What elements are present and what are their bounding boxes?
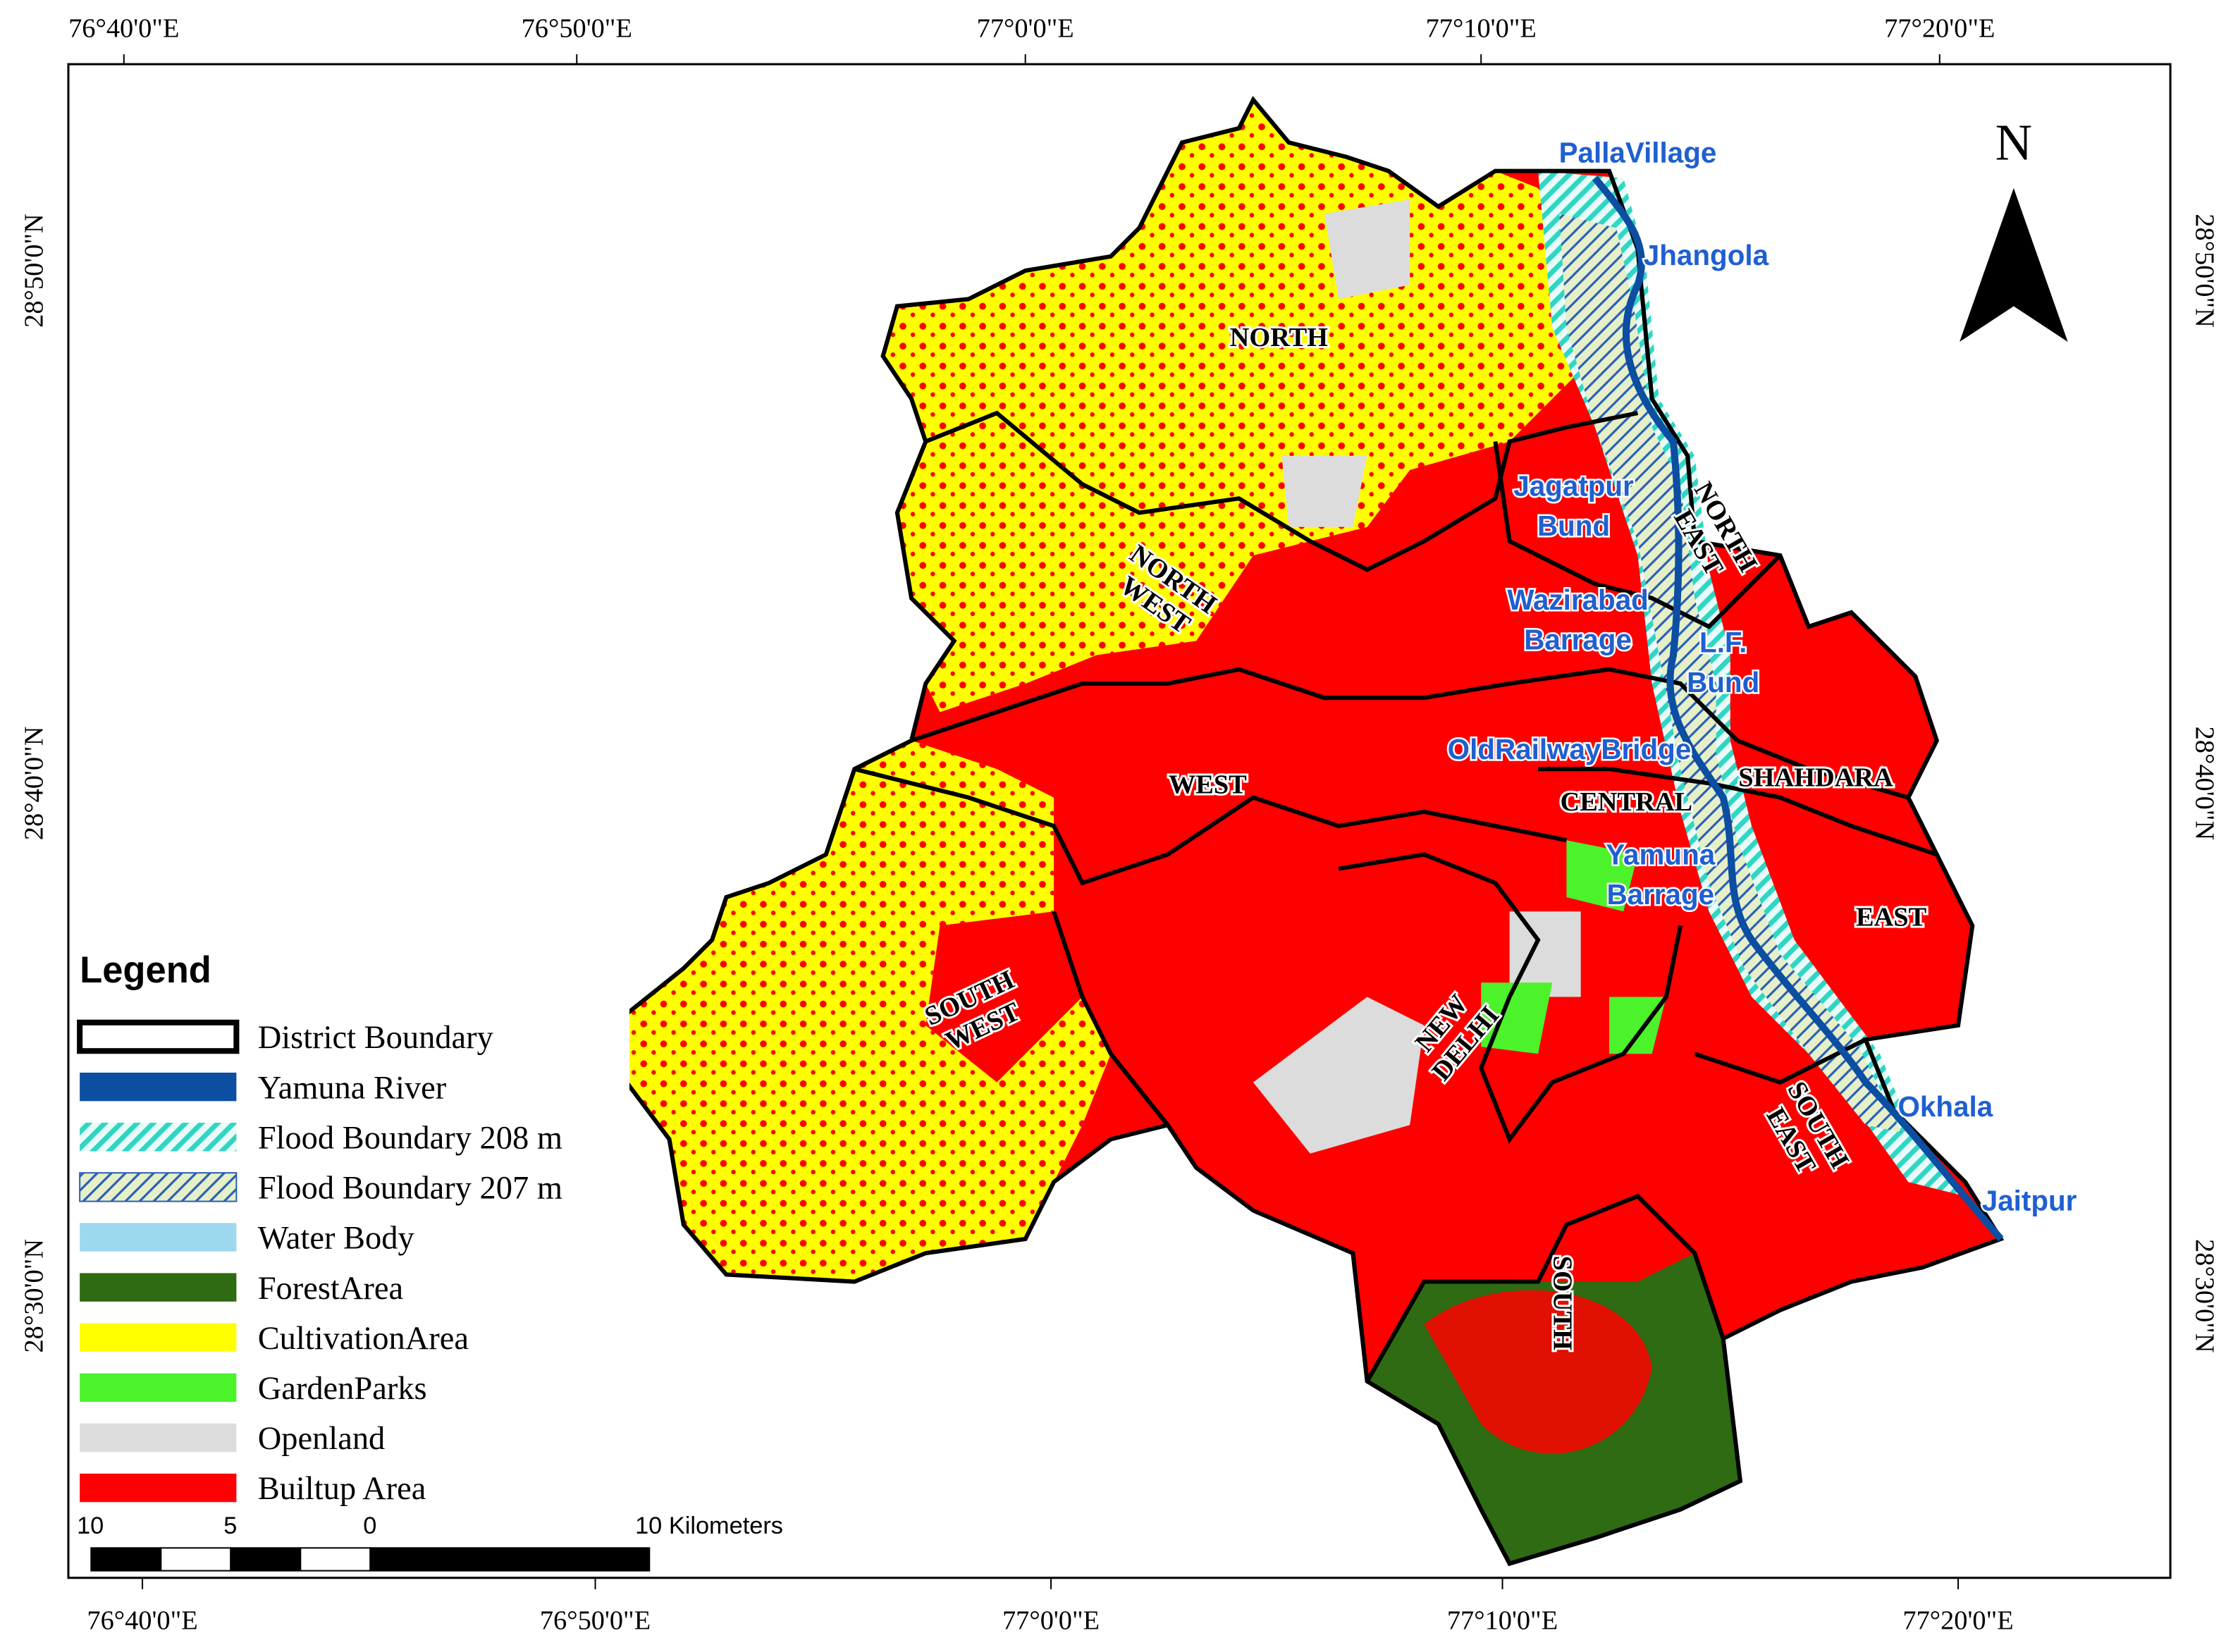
legend-label: Openland: [258, 1421, 386, 1457]
place-label: PallaVillage: [1559, 136, 1717, 168]
district-boundary: [1694, 1037, 1867, 1085]
legend-label: Flood Boundary 207 m: [258, 1171, 562, 1207]
axis-label: 28°50'0"N: [2189, 214, 2219, 328]
place-label: OldRailwayBridge: [1448, 733, 1692, 765]
district-label-text: WEST: [1169, 770, 1247, 800]
legend-label: Builtup Area: [258, 1471, 426, 1507]
legend-swatch: [80, 1223, 237, 1252]
garden-parks: [1609, 997, 1666, 1054]
legend-label: GardenParks: [258, 1371, 427, 1407]
axis-label: 77°10'0"E: [1447, 1606, 1558, 1636]
place-label: Wazirabad: [1507, 584, 1649, 616]
legend-swatch: [80, 1323, 237, 1352]
scale-label: 10 Kilometers: [635, 1512, 783, 1539]
axis-label: 28°40'0"N: [20, 727, 49, 841]
scale-segment: [300, 1547, 371, 1572]
legend-swatch: [80, 1373, 237, 1403]
place-label: Jhangola: [1644, 239, 1769, 271]
place-label: Yamuna: [1606, 839, 1715, 871]
district-label-text: EAST: [1856, 902, 1927, 932]
legend-swatch: [80, 1072, 237, 1102]
axis-label: 77°0'0"E: [977, 14, 1074, 44]
place-label: Barrage: [1524, 623, 1632, 655]
forest-builtup: [1424, 1290, 1652, 1454]
legend-title: Legend: [80, 949, 211, 991]
place-label: Bund: [1537, 510, 1610, 542]
axis-label: 77°20'0"E: [1902, 1606, 2013, 1636]
openland: [1324, 199, 1410, 300]
north-label: N: [1995, 113, 2033, 171]
district-boundary: [854, 767, 1568, 886]
place-label: Barrage: [1606, 878, 1714, 911]
scale-segment: [230, 1547, 302, 1572]
district-label-text: NORTH: [1230, 323, 1329, 352]
place-label: Okhala: [1898, 1090, 1993, 1123]
district-label: NORTH: [1228, 321, 1331, 355]
district-label-text: SHAHDARA: [1738, 763, 1893, 792]
garden-parks: [1566, 840, 1638, 912]
cultivation-dots: [612, 740, 1111, 1282]
axis-label: 76°40'0"E: [68, 14, 179, 44]
scale-segment: [369, 1547, 651, 1572]
district-label: SHAHDARA: [1736, 760, 1895, 794]
legend-label: Water Body: [258, 1221, 415, 1257]
district-label-text: CENTRAL: [1560, 787, 1692, 817]
district-boundary: [1736, 738, 1909, 800]
legend-swatch: [77, 1019, 240, 1054]
axis-label: 76°50'0"E: [522, 14, 632, 44]
legend-label: Flood Boundary 208 m: [258, 1120, 562, 1156]
garden-parks: [1481, 982, 1553, 1054]
axis-label: 77°20'0"E: [1884, 14, 1995, 44]
flood-boundary-207: [1559, 214, 1902, 1133]
yamuna-river: [1592, 175, 2004, 1242]
place-label: Jagatpur: [1513, 469, 1634, 502]
legend-swatch: [79, 1172, 238, 1202]
district-boundary: [911, 667, 1740, 743]
scale-segment: [160, 1547, 232, 1572]
legend-swatch: [80, 1273, 237, 1302]
openland: [1253, 997, 1425, 1154]
district-label: CENTRAL: [1558, 785, 1694, 819]
legend-label: CultivationArea: [258, 1321, 469, 1357]
north-arrow: [1960, 187, 2068, 343]
openland: [1509, 911, 1581, 997]
legend-label: Yamuna River: [258, 1070, 447, 1106]
scale-segment: [90, 1547, 162, 1572]
axis-label: 76°50'0"E: [540, 1606, 651, 1636]
legend-swatch: [80, 1423, 237, 1453]
district-boundary: [925, 410, 1639, 572]
district-boundary: [1338, 852, 1683, 1144]
legend-label: ForestArea: [258, 1271, 403, 1307]
district-label-text: SOUTH: [1547, 1256, 1577, 1351]
place-label: Jaitpur: [1982, 1185, 2077, 1217]
district-boundary: [1052, 911, 1170, 1127]
district-boundary: [1538, 767, 1938, 857]
axis-label: 28°30'0"N: [20, 1239, 49, 1353]
scale-label: 10: [77, 1512, 104, 1539]
district-label: SOUTH: [1545, 1254, 1579, 1353]
place-label: L.F.: [1699, 627, 1747, 659]
district-boundary: [610, 96, 2005, 1567]
axis-label: 28°40'0"N: [2189, 727, 2219, 841]
district-label: EAST: [1854, 900, 1929, 934]
axis-label: 28°30'0"N: [2189, 1239, 2219, 1353]
legend-label: District Boundary: [258, 1020, 494, 1056]
axis-label: 77°0'0"E: [1002, 1606, 1100, 1636]
legend-swatch: [80, 1473, 237, 1503]
axis-label: 76°40'0"E: [87, 1606, 197, 1636]
axis-label: 77°10'0"E: [1426, 14, 1537, 44]
district-label: WEST: [1167, 768, 1249, 802]
axis-label: 28°50'0"N: [20, 214, 49, 328]
district-boundary: [1365, 1193, 1726, 1383]
legend-swatch: [80, 1123, 237, 1152]
place-label: Bund: [1687, 666, 1759, 698]
openland: [1281, 455, 1367, 527]
scale-label: 5: [223, 1512, 237, 1539]
scale-label: 0: [363, 1512, 376, 1539]
district-boundary: [1493, 441, 1782, 629]
